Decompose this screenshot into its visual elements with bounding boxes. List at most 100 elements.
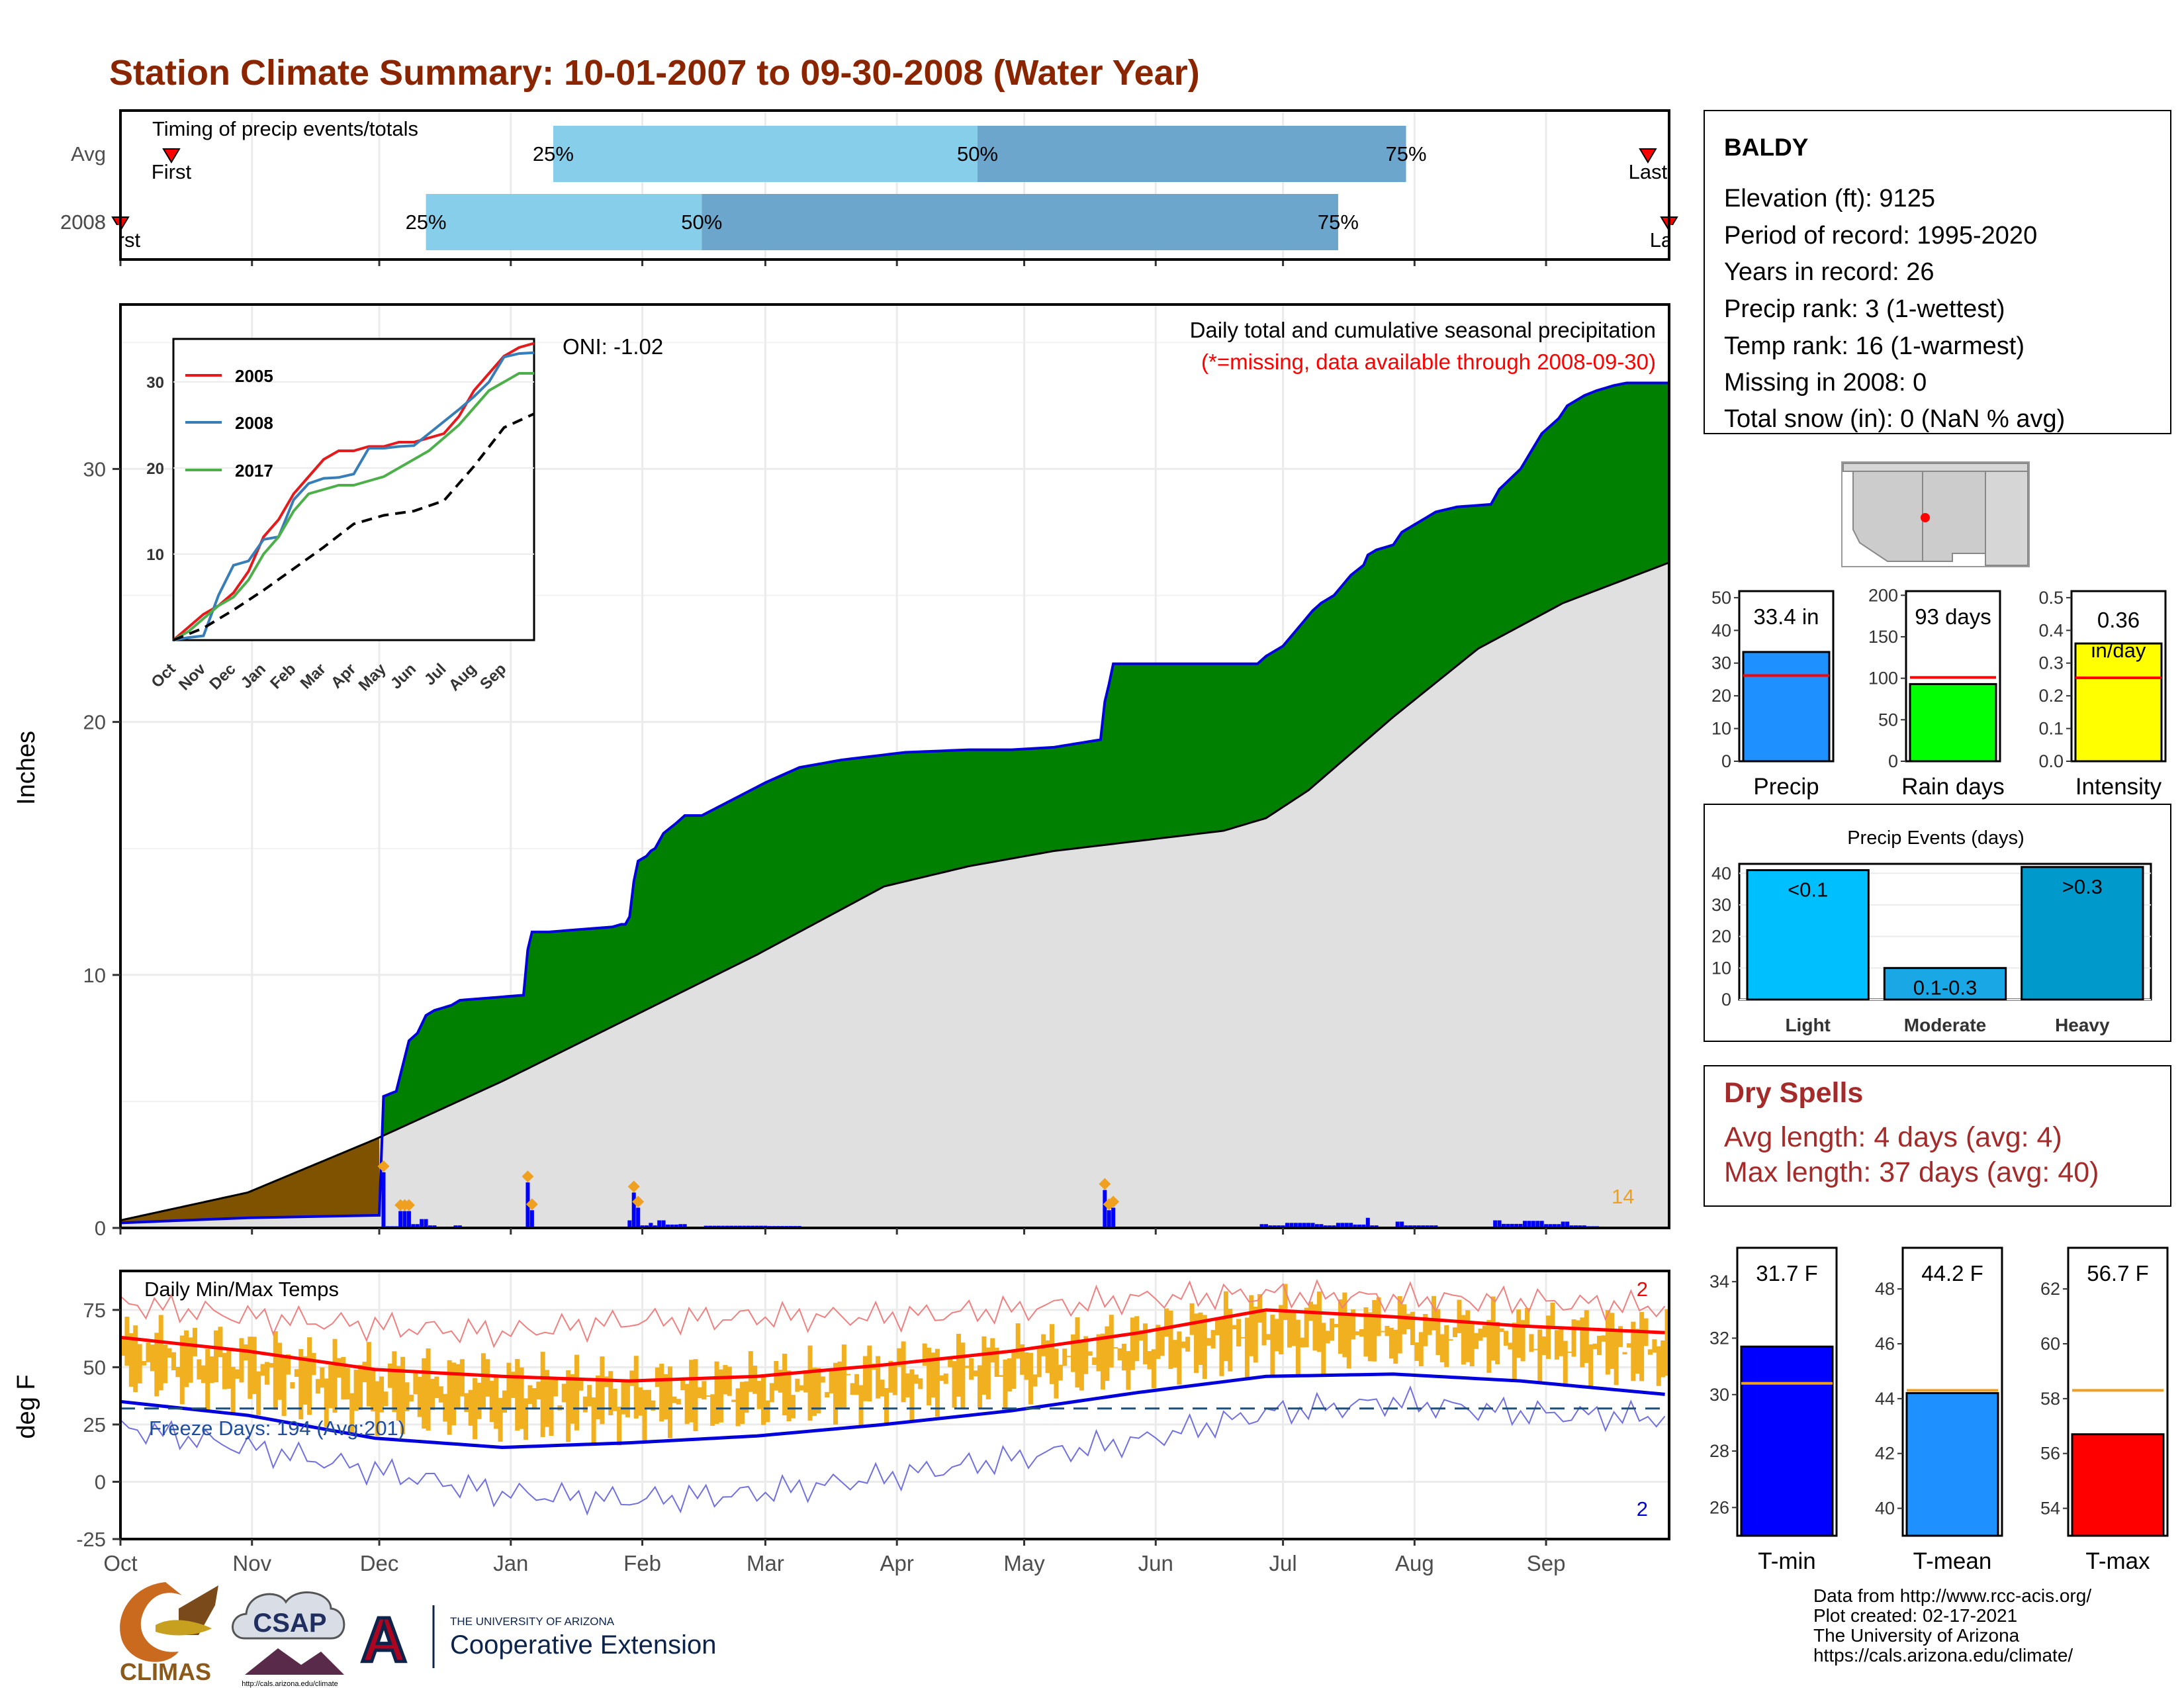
precip-summary-2-ytick-label: 0.4	[2038, 620, 2064, 640]
events-bar-heavy	[2021, 866, 2144, 1001]
daily-temp-range-bar	[956, 1333, 961, 1397]
daily-temp-range-bar	[120, 1337, 126, 1356]
events-ytick-label: 20	[1711, 927, 1731, 947]
record-low-count: 2	[1637, 1497, 1648, 1521]
daily-temp-range-bar	[1244, 1317, 1250, 1378]
daily-temp-range-bar	[214, 1330, 219, 1383]
daily-temp-range-bar	[1265, 1334, 1271, 1340]
daily-temp-range-bar	[1423, 1314, 1428, 1346]
inset-ytick-label: 10	[146, 546, 164, 564]
legend-label-2008: 2008	[235, 413, 273, 433]
daily-temp-range-bar	[1342, 1292, 1347, 1358]
daily-temp-range-bar	[1482, 1325, 1487, 1338]
daily-precip-bar	[666, 1224, 670, 1228]
daily-temp-range-bar	[273, 1331, 278, 1410]
daily-temp-range-bar	[913, 1374, 919, 1384]
timing-last-label: Last	[1629, 160, 1668, 183]
daily-temp-range-bar	[1338, 1299, 1343, 1354]
daily-temp-range-bar	[1210, 1330, 1216, 1349]
daily-temp-range-bar	[1499, 1328, 1504, 1333]
daily-temp-range-bar	[1113, 1347, 1118, 1349]
csap-wordmark: CSAP	[253, 1609, 326, 1638]
daily-temp-range-bar	[150, 1344, 155, 1372]
daily-temp-range-bar	[239, 1338, 244, 1383]
daily-temp-range-bar	[1054, 1348, 1059, 1399]
daily-temp-range-bar	[480, 1353, 486, 1410]
daily-temp-range-bar	[985, 1347, 991, 1399]
daily-temp-range-bar	[659, 1364, 664, 1422]
first-event-marker-icon	[162, 148, 181, 164]
daily-temp-range-bar	[332, 1338, 338, 1413]
events-bar-label: <0.1	[1788, 878, 1828, 902]
timing-label-50: 50%	[681, 211, 722, 234]
daily-temp-range-bar	[1270, 1315, 1275, 1378]
daily-temp-range-bar	[264, 1362, 269, 1385]
avg-max-temp-line	[120, 1308, 1665, 1383]
temp-summary-value: 56.7 F	[2087, 1261, 2149, 1286]
daily-temp-range-bar	[740, 1382, 745, 1425]
daily-temp-range-bar	[1626, 1343, 1631, 1348]
daily-temp-range-bar	[230, 1366, 236, 1414]
daily-temp-range-bar	[1372, 1299, 1377, 1362]
daily-temp-range-bar	[1474, 1333, 1479, 1349]
daily-temp-range-bar	[1533, 1348, 1538, 1350]
temp-summary-0-label: T-min	[1758, 1548, 1816, 1574]
daily-precip-bar	[1531, 1221, 1535, 1228]
daily-temp-range-bar	[142, 1361, 147, 1366]
daily-temp-range-bar	[502, 1390, 507, 1413]
footer-line-2: Plot created: 02-17-2021	[1813, 1605, 2017, 1626]
daily-precip-bar	[424, 1219, 428, 1228]
daily-temp-range-bar	[1193, 1313, 1199, 1374]
csap-url: http://cals.arizona.edu/climate	[242, 1680, 338, 1688]
daily-temp-range-bar	[179, 1335, 185, 1405]
above-average-area	[383, 383, 1669, 1136]
daily-temp-range-bar	[600, 1356, 605, 1425]
precip-daily-bars	[377, 1160, 1629, 1228]
daily-temp-range-bar	[582, 1396, 588, 1413]
timing-label-75: 75%	[1318, 211, 1359, 234]
daily-temp-range-bar	[1036, 1348, 1042, 1378]
daily-temp-range-bar	[854, 1374, 860, 1395]
precip-summary-2-ytick-label: 0.0	[2038, 751, 2064, 771]
daily-temp-range-bar	[163, 1344, 168, 1383]
daily-precip-bar	[381, 1172, 386, 1228]
inset-ytick-label: 20	[146, 460, 164, 478]
daily-temp-range-bar	[1529, 1334, 1534, 1352]
timing-label-50: 50%	[957, 142, 998, 165]
daily-temp-range-bar	[1580, 1317, 1585, 1368]
daily-temp-range-bar	[1058, 1364, 1063, 1381]
footer-line-4: https://cals.arizona.edu/climate/	[1813, 1645, 2073, 1665]
daily-precip-bar	[1501, 1223, 1506, 1228]
daily-temp-range-bar	[574, 1354, 579, 1430]
daily-precip-bar	[1497, 1220, 1502, 1228]
daily-precip-bar	[406, 1211, 411, 1228]
daily-temp-range-bar	[803, 1370, 809, 1393]
daily-temp-range-bar	[1486, 1320, 1492, 1373]
daily-temp-range-bar	[137, 1344, 142, 1383]
daily-temp-range-bar	[621, 1380, 626, 1415]
inset-line-2017	[173, 372, 534, 641]
daily-temp-range-bar	[1465, 1310, 1471, 1362]
daily-temp-range-bar	[324, 1378, 329, 1427]
daily-temp-range-bar	[302, 1356, 308, 1405]
daily-temp-range-bar	[1295, 1319, 1300, 1377]
daily-temp-range-bar	[218, 1327, 223, 1358]
daily-temp-range-bar	[680, 1378, 686, 1391]
daily-temp-range-bar	[1431, 1295, 1436, 1331]
daily-precip-bar	[636, 1207, 641, 1228]
daily-temp-range-bar	[459, 1359, 465, 1397]
daily-temp-range-bar	[1020, 1344, 1025, 1375]
daily-temp-range-bar	[1096, 1334, 1101, 1372]
precip-summary-0-value-bar	[1742, 651, 1831, 763]
events-title: Precip Events (days)	[1847, 827, 2025, 849]
daily-precip-bar	[1336, 1223, 1340, 1228]
timing-bar-q25-q50	[553, 126, 978, 182]
daily-temp-range-bar	[727, 1366, 732, 1396]
daily-temp-range-bar	[1402, 1304, 1407, 1335]
daily-temp-range-bar	[1147, 1351, 1152, 1370]
daily-temp-range-bar	[1300, 1337, 1305, 1348]
events-bar-light	[1746, 869, 1870, 1001]
daily-temp-range-bar	[735, 1388, 741, 1427]
daily-precip-bar	[1263, 1224, 1268, 1228]
